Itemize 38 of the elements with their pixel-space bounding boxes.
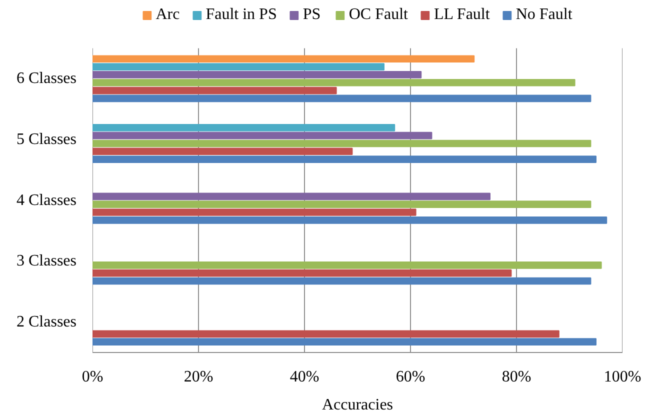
bar (92, 132, 432, 140)
x-tick-label: 100% (604, 368, 642, 386)
bar (92, 216, 608, 224)
bar (92, 269, 512, 277)
x-axis-title: Accuracies (322, 396, 394, 414)
bar (92, 338, 596, 346)
bar (92, 86, 337, 94)
bar (92, 94, 592, 102)
bar (92, 200, 592, 208)
y-tick-label: 4 Classes (16, 192, 76, 209)
x-tick-label: 20% (184, 368, 214, 386)
legend-label: PS (302, 6, 322, 24)
legend-label: Fault in PS (206, 6, 277, 24)
bar (92, 262, 602, 269)
bar (92, 78, 576, 86)
legend-label: No Fault (516, 6, 572, 24)
bar (92, 277, 592, 285)
bar (92, 124, 396, 132)
x-tick-label: 80% (502, 368, 532, 386)
bar (92, 192, 490, 200)
y-tick-label: 2 Classes (16, 314, 76, 331)
bar (92, 148, 353, 156)
bar (92, 330, 560, 338)
y-tick-label: 3 Classes (16, 252, 76, 270)
bar (92, 156, 596, 163)
y-tick-label: 5 Classes (16, 131, 76, 148)
x-tick-label: 60% (396, 368, 426, 386)
legend-label: OC Fault (348, 6, 408, 24)
bar (92, 55, 475, 63)
y-tick-label: 6 Classes (16, 70, 76, 88)
bar (92, 140, 592, 148)
x-tick-label: 0% (82, 368, 104, 386)
legend-label: LL Fault (434, 6, 490, 24)
legend-label: Arc (156, 6, 180, 24)
bar (92, 208, 416, 216)
bar (92, 63, 384, 70)
x-tick-label: 40% (290, 368, 320, 386)
bar (92, 71, 422, 78)
